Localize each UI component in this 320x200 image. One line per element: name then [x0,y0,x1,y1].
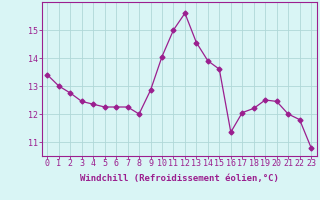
X-axis label: Windchill (Refroidissement éolien,°C): Windchill (Refroidissement éolien,°C) [80,174,279,183]
